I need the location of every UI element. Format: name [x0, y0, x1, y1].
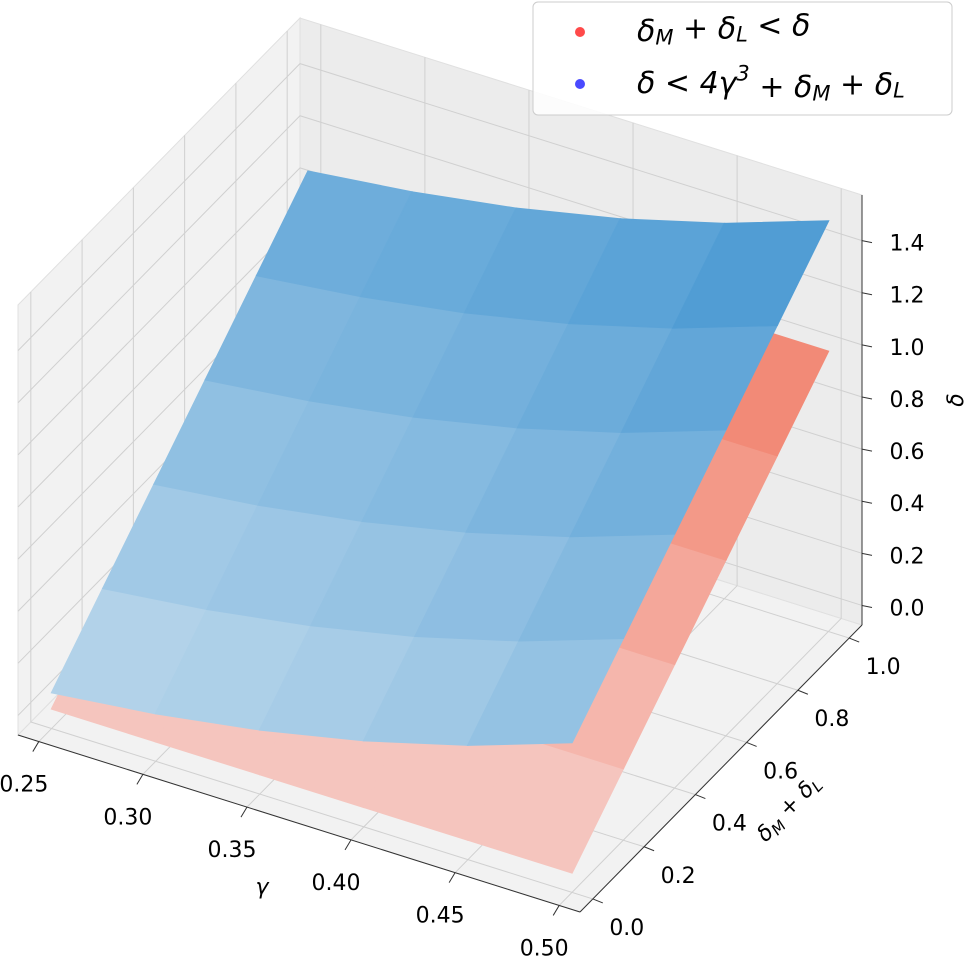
- y-tick-label: 0.2: [661, 864, 696, 889]
- z-axis-label: δ: [944, 393, 969, 406]
- z-tick-label: 0.6: [890, 440, 925, 465]
- x-tick: [448, 872, 456, 883]
- x-tick-label: 0.25: [0, 773, 48, 798]
- legend-label: δM​ + δL​ < δ: [637, 8, 810, 49]
- y-axis: [579, 624, 863, 913]
- grid-line: [17, 63, 863, 351]
- y-tick: [797, 689, 809, 695]
- z-tick: [861, 344, 873, 348]
- x-tick: [32, 741, 40, 752]
- legend-marker: [575, 79, 585, 89]
- z-tick: [861, 500, 873, 504]
- y-tick: [643, 846, 655, 852]
- z-tick-label: 0.4: [890, 492, 925, 517]
- z-tick: [861, 292, 873, 296]
- y-tick-label: 0.4: [712, 812, 747, 837]
- surface: [50, 170, 830, 746]
- y-tick-label: 1.0: [866, 655, 901, 680]
- z-tick: [861, 552, 873, 556]
- z-tick: [861, 396, 873, 400]
- x-tick-label: 0.45: [416, 904, 465, 929]
- z-tick-label: 1.2: [890, 284, 925, 309]
- z-tick-label: 0.8: [890, 388, 925, 413]
- y-tick-label: 0.0: [609, 916, 644, 941]
- z-tick: [861, 604, 873, 608]
- x-tick: [240, 806, 248, 818]
- x-tick-label: 0.35: [207, 838, 256, 863]
- x-tick-label: 0.50: [520, 936, 569, 959]
- y-tick: [695, 794, 706, 800]
- z-tick: [861, 240, 873, 244]
- grid-line: [30, 291, 593, 900]
- z-tick-label: 1.4: [890, 232, 925, 257]
- z-tick-label: 0.2: [890, 544, 925, 569]
- y-tick: [848, 637, 860, 643]
- z-tick-label: 0.0: [890, 596, 925, 621]
- x-tick: [136, 774, 144, 785]
- x-axis-label: γ: [255, 875, 269, 900]
- legend-label: δ < 4γ3​ + δM​ + δL​: [637, 62, 905, 106]
- y-tick: [746, 741, 757, 747]
- y-tick-label: 0.8: [814, 707, 849, 732]
- y-tick: [592, 898, 604, 904]
- z-tick: [861, 448, 873, 452]
- grid-line: [558, 188, 842, 906]
- x-tick: [552, 905, 560, 916]
- x-axis: [17, 734, 581, 913]
- x-tick: [344, 839, 352, 851]
- surface-cell: [671, 220, 830, 329]
- z-tick-label: 1.0: [890, 336, 925, 361]
- y-tick-label: 0.6: [763, 759, 798, 784]
- legend-box: [532, 1, 953, 116]
- x-tick-label: 0.40: [312, 871, 361, 896]
- legend-marker: [575, 27, 585, 37]
- x-tick-label: 0.30: [103, 805, 152, 830]
